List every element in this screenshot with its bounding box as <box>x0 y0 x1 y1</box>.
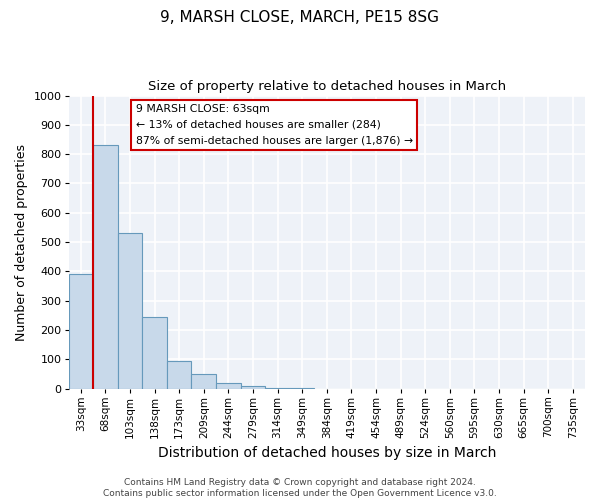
Bar <box>93 146 118 388</box>
Bar <box>68 274 93 388</box>
Bar <box>216 382 241 388</box>
Y-axis label: Number of detached properties: Number of detached properties <box>15 144 28 340</box>
Text: 9 MARSH CLOSE: 63sqm
← 13% of detached houses are smaller (284)
87% of semi-deta: 9 MARSH CLOSE: 63sqm ← 13% of detached h… <box>136 104 413 146</box>
Title: Size of property relative to detached houses in March: Size of property relative to detached ho… <box>148 80 506 93</box>
X-axis label: Distribution of detached houses by size in March: Distribution of detached houses by size … <box>158 446 496 460</box>
Bar <box>167 361 191 388</box>
Bar <box>241 386 265 388</box>
Text: Contains HM Land Registry data © Crown copyright and database right 2024.
Contai: Contains HM Land Registry data © Crown c… <box>103 478 497 498</box>
Bar <box>142 317 167 388</box>
Bar <box>191 374 216 388</box>
Bar <box>118 234 142 388</box>
Text: 9, MARSH CLOSE, MARCH, PE15 8SG: 9, MARSH CLOSE, MARCH, PE15 8SG <box>161 10 439 25</box>
